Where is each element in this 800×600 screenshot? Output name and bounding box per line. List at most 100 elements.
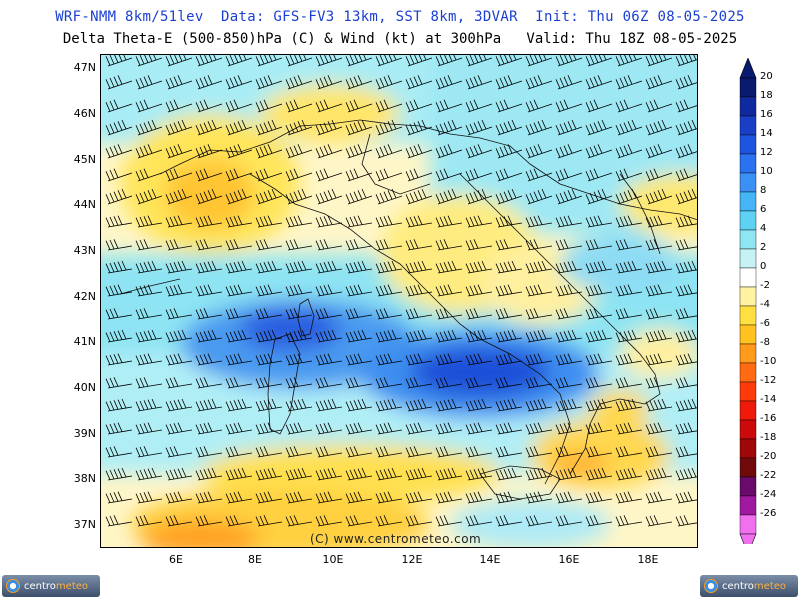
wind-barb (165, 99, 193, 113)
centrometeo-logo-right[interactable]: centrometeo (700, 575, 798, 597)
wind-barb (105, 284, 133, 297)
colorbar-label: -12 (760, 375, 777, 386)
wind-barb (585, 398, 613, 412)
wind-barb (255, 308, 283, 320)
colorbar-label: 14 (760, 128, 773, 139)
wind-barb (315, 491, 343, 504)
wind-barb (345, 260, 373, 274)
wind-barb (345, 144, 373, 159)
wind-barb (615, 99, 643, 113)
wind-barbs (105, 54, 698, 527)
wind-barb (135, 353, 163, 366)
colorbar-label: 18 (760, 90, 773, 101)
wind-barb (525, 491, 553, 504)
logo-globe-icon (704, 579, 718, 593)
wind-barb (465, 119, 493, 136)
wind-barb (345, 446, 373, 458)
wind-barb (645, 54, 673, 67)
wind-barb (225, 75, 253, 90)
wind-barb (615, 188, 643, 205)
wind-barb (105, 422, 133, 435)
wind-barb (555, 467, 583, 481)
wind-barb (135, 308, 163, 320)
wind-barb (285, 329, 313, 343)
wind-barb (585, 239, 613, 251)
wind-barb (195, 188, 223, 205)
wind-barb (645, 260, 673, 274)
colorbar-swatch (739, 229, 757, 250)
wind-barb (285, 446, 313, 458)
wind-barb (165, 260, 193, 274)
wind-barb (165, 377, 193, 389)
colorbar-label: -18 (760, 432, 777, 443)
wind-barb (435, 75, 463, 90)
wind-barb (405, 75, 433, 90)
wind-barb (435, 491, 463, 504)
wind-barb (465, 446, 493, 458)
wind-barb (465, 284, 493, 297)
wind-barb (615, 239, 643, 251)
wind-barb (645, 75, 673, 90)
wind-barb (405, 308, 433, 320)
wind-barb (405, 467, 433, 481)
wind-barb (345, 99, 373, 113)
wind-barb (585, 446, 613, 458)
wind-barb (615, 422, 643, 435)
wind-barb (555, 491, 583, 504)
wind-barb (255, 377, 283, 389)
wind-barb (645, 168, 673, 182)
wind-barb (525, 377, 553, 389)
wind-barb (675, 99, 698, 113)
wind-barb (615, 446, 643, 458)
wind-barb (225, 446, 253, 458)
wind-barb (375, 188, 403, 205)
wind-barb (555, 75, 583, 90)
wind-barb (135, 239, 163, 251)
wind-barb (675, 329, 698, 343)
wind-barb (225, 215, 253, 228)
wind-barb (195, 377, 223, 389)
wind-barb (615, 467, 643, 481)
wind-barb (285, 491, 313, 504)
wind-barb (345, 54, 373, 67)
lat-label: 42N (73, 290, 96, 303)
wind-barb (135, 144, 163, 159)
colorbar-bottom-arrow (739, 533, 757, 544)
wind-barb (615, 377, 643, 389)
wind-barb (225, 377, 253, 389)
wind-barb (195, 99, 223, 113)
wind-barb (195, 260, 223, 274)
wind-barb (225, 168, 253, 182)
wind-barb (285, 54, 313, 67)
wind-barb (555, 215, 583, 228)
wind-barb (225, 467, 253, 481)
wind-barb (315, 239, 343, 251)
wind-barb (255, 119, 283, 136)
wind-barb (585, 168, 613, 182)
wind-barb (495, 308, 523, 320)
wind-barb (315, 329, 343, 343)
centrometeo-logo-left[interactable]: centrometeo (2, 575, 100, 597)
wind-barb (465, 99, 493, 113)
colorbar-label: 8 (760, 185, 767, 196)
wind-barb (615, 398, 643, 412)
wind-barb (135, 119, 163, 136)
wind-barb (585, 284, 613, 297)
wind-barb (645, 308, 673, 320)
colorbar-swatch (739, 343, 757, 364)
wind-barb (435, 99, 463, 113)
wind-barb (315, 422, 343, 435)
wind-barb (645, 398, 673, 412)
wind-barb (195, 239, 223, 251)
colorbar-label: 6 (760, 204, 767, 215)
wind-barb (345, 75, 373, 90)
wind-barb (465, 260, 493, 274)
wind-barb (675, 75, 698, 90)
wind-barb (555, 99, 583, 113)
wind-barb (495, 515, 523, 527)
wind-barb (585, 75, 613, 90)
wind-barb (585, 119, 613, 136)
colorbar-swatch (739, 267, 757, 288)
colorbar-swatch (739, 381, 757, 402)
wind-barb (495, 215, 523, 228)
